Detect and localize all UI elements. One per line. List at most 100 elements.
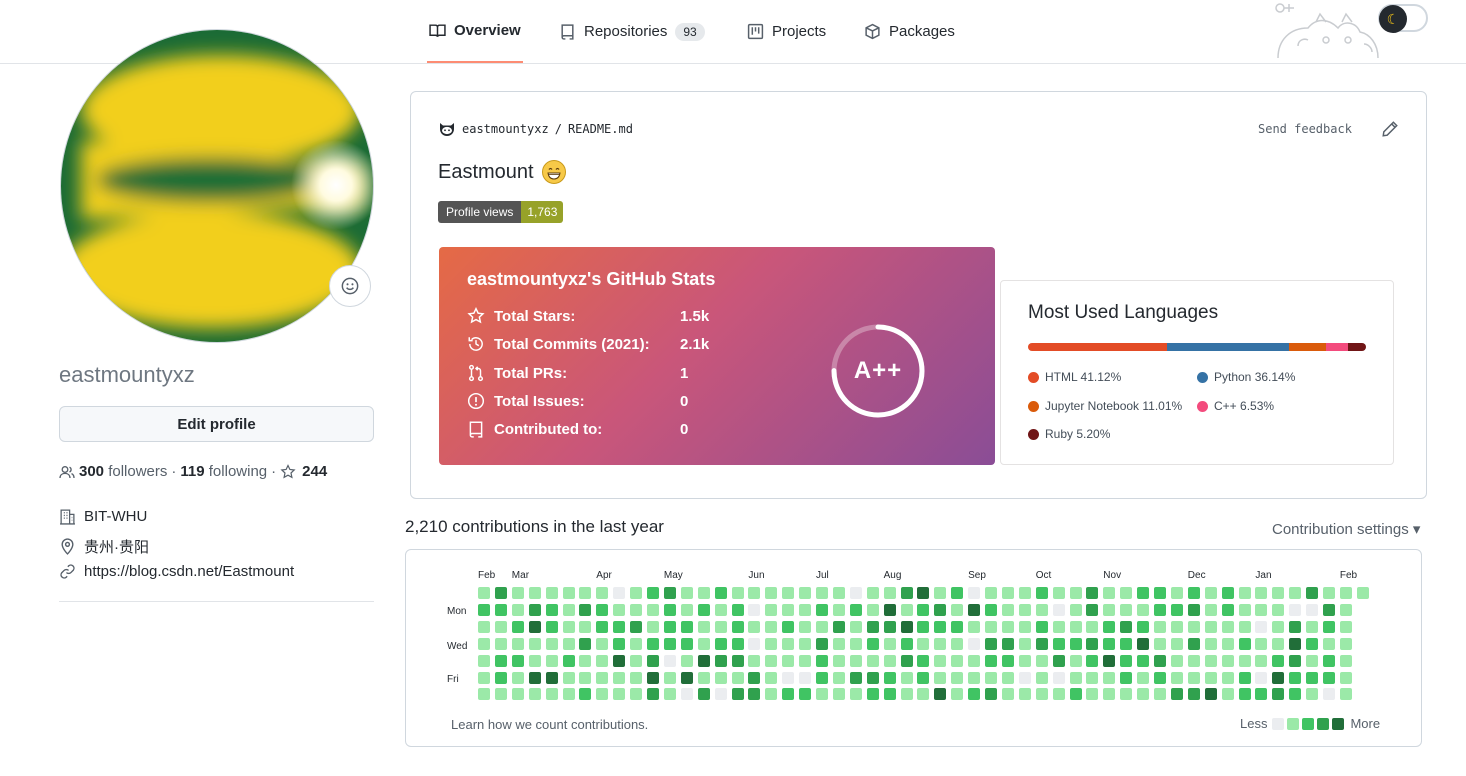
contribution-day-cell[interactable] [663, 620, 676, 633]
contribution-day-cell[interactable] [494, 603, 507, 616]
contribution-day-cell[interactable] [1052, 620, 1065, 633]
learn-contributions-link[interactable]: Learn how we count contributions. [451, 717, 649, 732]
contribution-settings-dropdown[interactable]: Contribution settings ▾ [1272, 521, 1421, 538]
contribution-day-cell[interactable] [494, 637, 507, 650]
contribution-day-cell[interactable] [1120, 620, 1133, 633]
contribution-day-cell[interactable] [765, 671, 778, 684]
contribution-day-cell[interactable] [1052, 688, 1065, 701]
contribution-day-cell[interactable] [1238, 587, 1251, 599]
contribution-day-cell[interactable] [934, 671, 947, 684]
contribution-day-cell[interactable] [680, 587, 693, 599]
tab-repositories[interactable]: Repositories 93 [557, 0, 707, 63]
contribution-day-cell[interactable] [934, 654, 947, 667]
contribution-day-cell[interactable] [900, 688, 913, 701]
contribution-day-cell[interactable] [866, 654, 879, 667]
contribution-day-cell[interactable] [1120, 603, 1133, 616]
stars-link[interactable]: 244 [280, 463, 327, 480]
contribution-day-cell[interactable] [630, 620, 643, 633]
contribution-day-cell[interactable] [1154, 637, 1166, 650]
contribution-day-cell[interactable] [765, 587, 778, 599]
contribution-day-cell[interactable] [917, 587, 930, 599]
contribution-day-cell[interactable] [968, 654, 981, 667]
contribution-day-cell[interactable] [799, 587, 812, 599]
contribution-day-cell[interactable] [1069, 620, 1082, 633]
contribution-day-cell[interactable] [849, 603, 862, 616]
contribution-day-cell[interactable] [900, 620, 913, 633]
contribution-day-cell[interactable] [1238, 603, 1251, 616]
contribution-day-cell[interactable] [511, 637, 524, 650]
contribution-day-cell[interactable] [1187, 688, 1200, 701]
contribution-day-cell[interactable] [1204, 603, 1217, 616]
contribution-day-cell[interactable] [1255, 671, 1268, 684]
contribution-day-cell[interactable] [934, 637, 947, 650]
contribution-day-cell[interactable] [799, 620, 812, 633]
contribution-day-cell[interactable] [1323, 587, 1335, 599]
contribution-day-cell[interactable] [511, 620, 524, 633]
contribution-day-cell[interactable] [934, 688, 947, 701]
contribution-day-cell[interactable] [1103, 603, 1116, 616]
contribution-day-cell[interactable] [832, 654, 845, 667]
contribution-day-cell[interactable] [1272, 620, 1285, 633]
contribution-day-cell[interactable] [883, 603, 896, 616]
contribution-day-cell[interactable] [663, 654, 676, 667]
contribution-day-cell[interactable] [985, 688, 997, 701]
contribution-day-cell[interactable] [1035, 603, 1048, 616]
contribution-day-cell[interactable] [1306, 654, 1319, 667]
contribution-day-cell[interactable] [748, 654, 761, 667]
contribution-day-cell[interactable] [765, 603, 778, 616]
contribution-day-cell[interactable] [545, 654, 558, 667]
contribution-day-cell[interactable] [1018, 620, 1031, 633]
contribution-day-cell[interactable] [545, 603, 558, 616]
contribution-day-cell[interactable] [748, 637, 761, 650]
contribution-day-cell[interactable] [748, 671, 761, 684]
contribution-day-cell[interactable] [714, 688, 727, 701]
contribution-day-cell[interactable] [1204, 620, 1217, 633]
contribution-day-cell[interactable] [596, 688, 609, 701]
contribution-day-cell[interactable] [832, 603, 845, 616]
contribution-day-cell[interactable] [562, 654, 575, 667]
contribution-day-cell[interactable] [511, 587, 524, 599]
contribution-day-cell[interactable] [968, 637, 981, 650]
contribution-day-cell[interactable] [1035, 587, 1048, 599]
contribution-day-cell[interactable] [1035, 637, 1048, 650]
contribution-day-cell[interactable] [545, 637, 558, 650]
contribution-day-cell[interactable] [579, 587, 592, 599]
contribution-day-cell[interactable] [1221, 603, 1234, 616]
contribution-day-cell[interactable] [1052, 654, 1065, 667]
contribution-day-cell[interactable] [816, 620, 828, 633]
contribution-day-cell[interactable] [613, 671, 626, 684]
contribution-day-cell[interactable] [1289, 688, 1302, 701]
contribution-day-cell[interactable] [866, 587, 879, 599]
contribution-day-cell[interactable] [647, 603, 659, 616]
send-feedback-link[interactable]: Send feedback [1258, 122, 1352, 136]
contribution-day-cell[interactable] [883, 688, 896, 701]
contribution-day-cell[interactable] [1187, 637, 1200, 650]
contribution-day-cell[interactable] [1137, 603, 1150, 616]
contribution-day-cell[interactable] [917, 671, 930, 684]
contribution-day-cell[interactable] [1052, 587, 1065, 599]
contribution-day-cell[interactable] [1289, 671, 1302, 684]
contribution-day-cell[interactable] [1120, 671, 1133, 684]
tab-projects[interactable]: Projects [745, 0, 828, 63]
contribution-day-cell[interactable] [985, 637, 997, 650]
contribution-day-cell[interactable] [1306, 620, 1319, 633]
contribution-day-cell[interactable] [782, 671, 795, 684]
contribution-day-cell[interactable] [1170, 637, 1183, 650]
contribution-day-cell[interactable] [832, 637, 845, 650]
contribution-day-cell[interactable] [985, 603, 997, 616]
contribution-day-cell[interactable] [1018, 671, 1031, 684]
contribution-day-cell[interactable] [680, 654, 693, 667]
contribution-day-cell[interactable] [1170, 688, 1183, 701]
contribution-day-cell[interactable] [1306, 603, 1319, 616]
contribution-day-cell[interactable] [1339, 688, 1352, 701]
contribution-day-cell[interactable] [849, 587, 862, 599]
contribution-day-cell[interactable] [1289, 620, 1302, 633]
contribution-day-cell[interactable] [613, 587, 626, 599]
contribution-day-cell[interactable] [917, 620, 930, 633]
contribution-day-cell[interactable] [1289, 603, 1302, 616]
contribution-day-cell[interactable] [1035, 671, 1048, 684]
contribution-day-cell[interactable] [1339, 654, 1352, 667]
contribution-day-cell[interactable] [1187, 587, 1200, 599]
contribution-day-cell[interactable] [697, 603, 710, 616]
contribution-day-cell[interactable] [714, 637, 727, 650]
